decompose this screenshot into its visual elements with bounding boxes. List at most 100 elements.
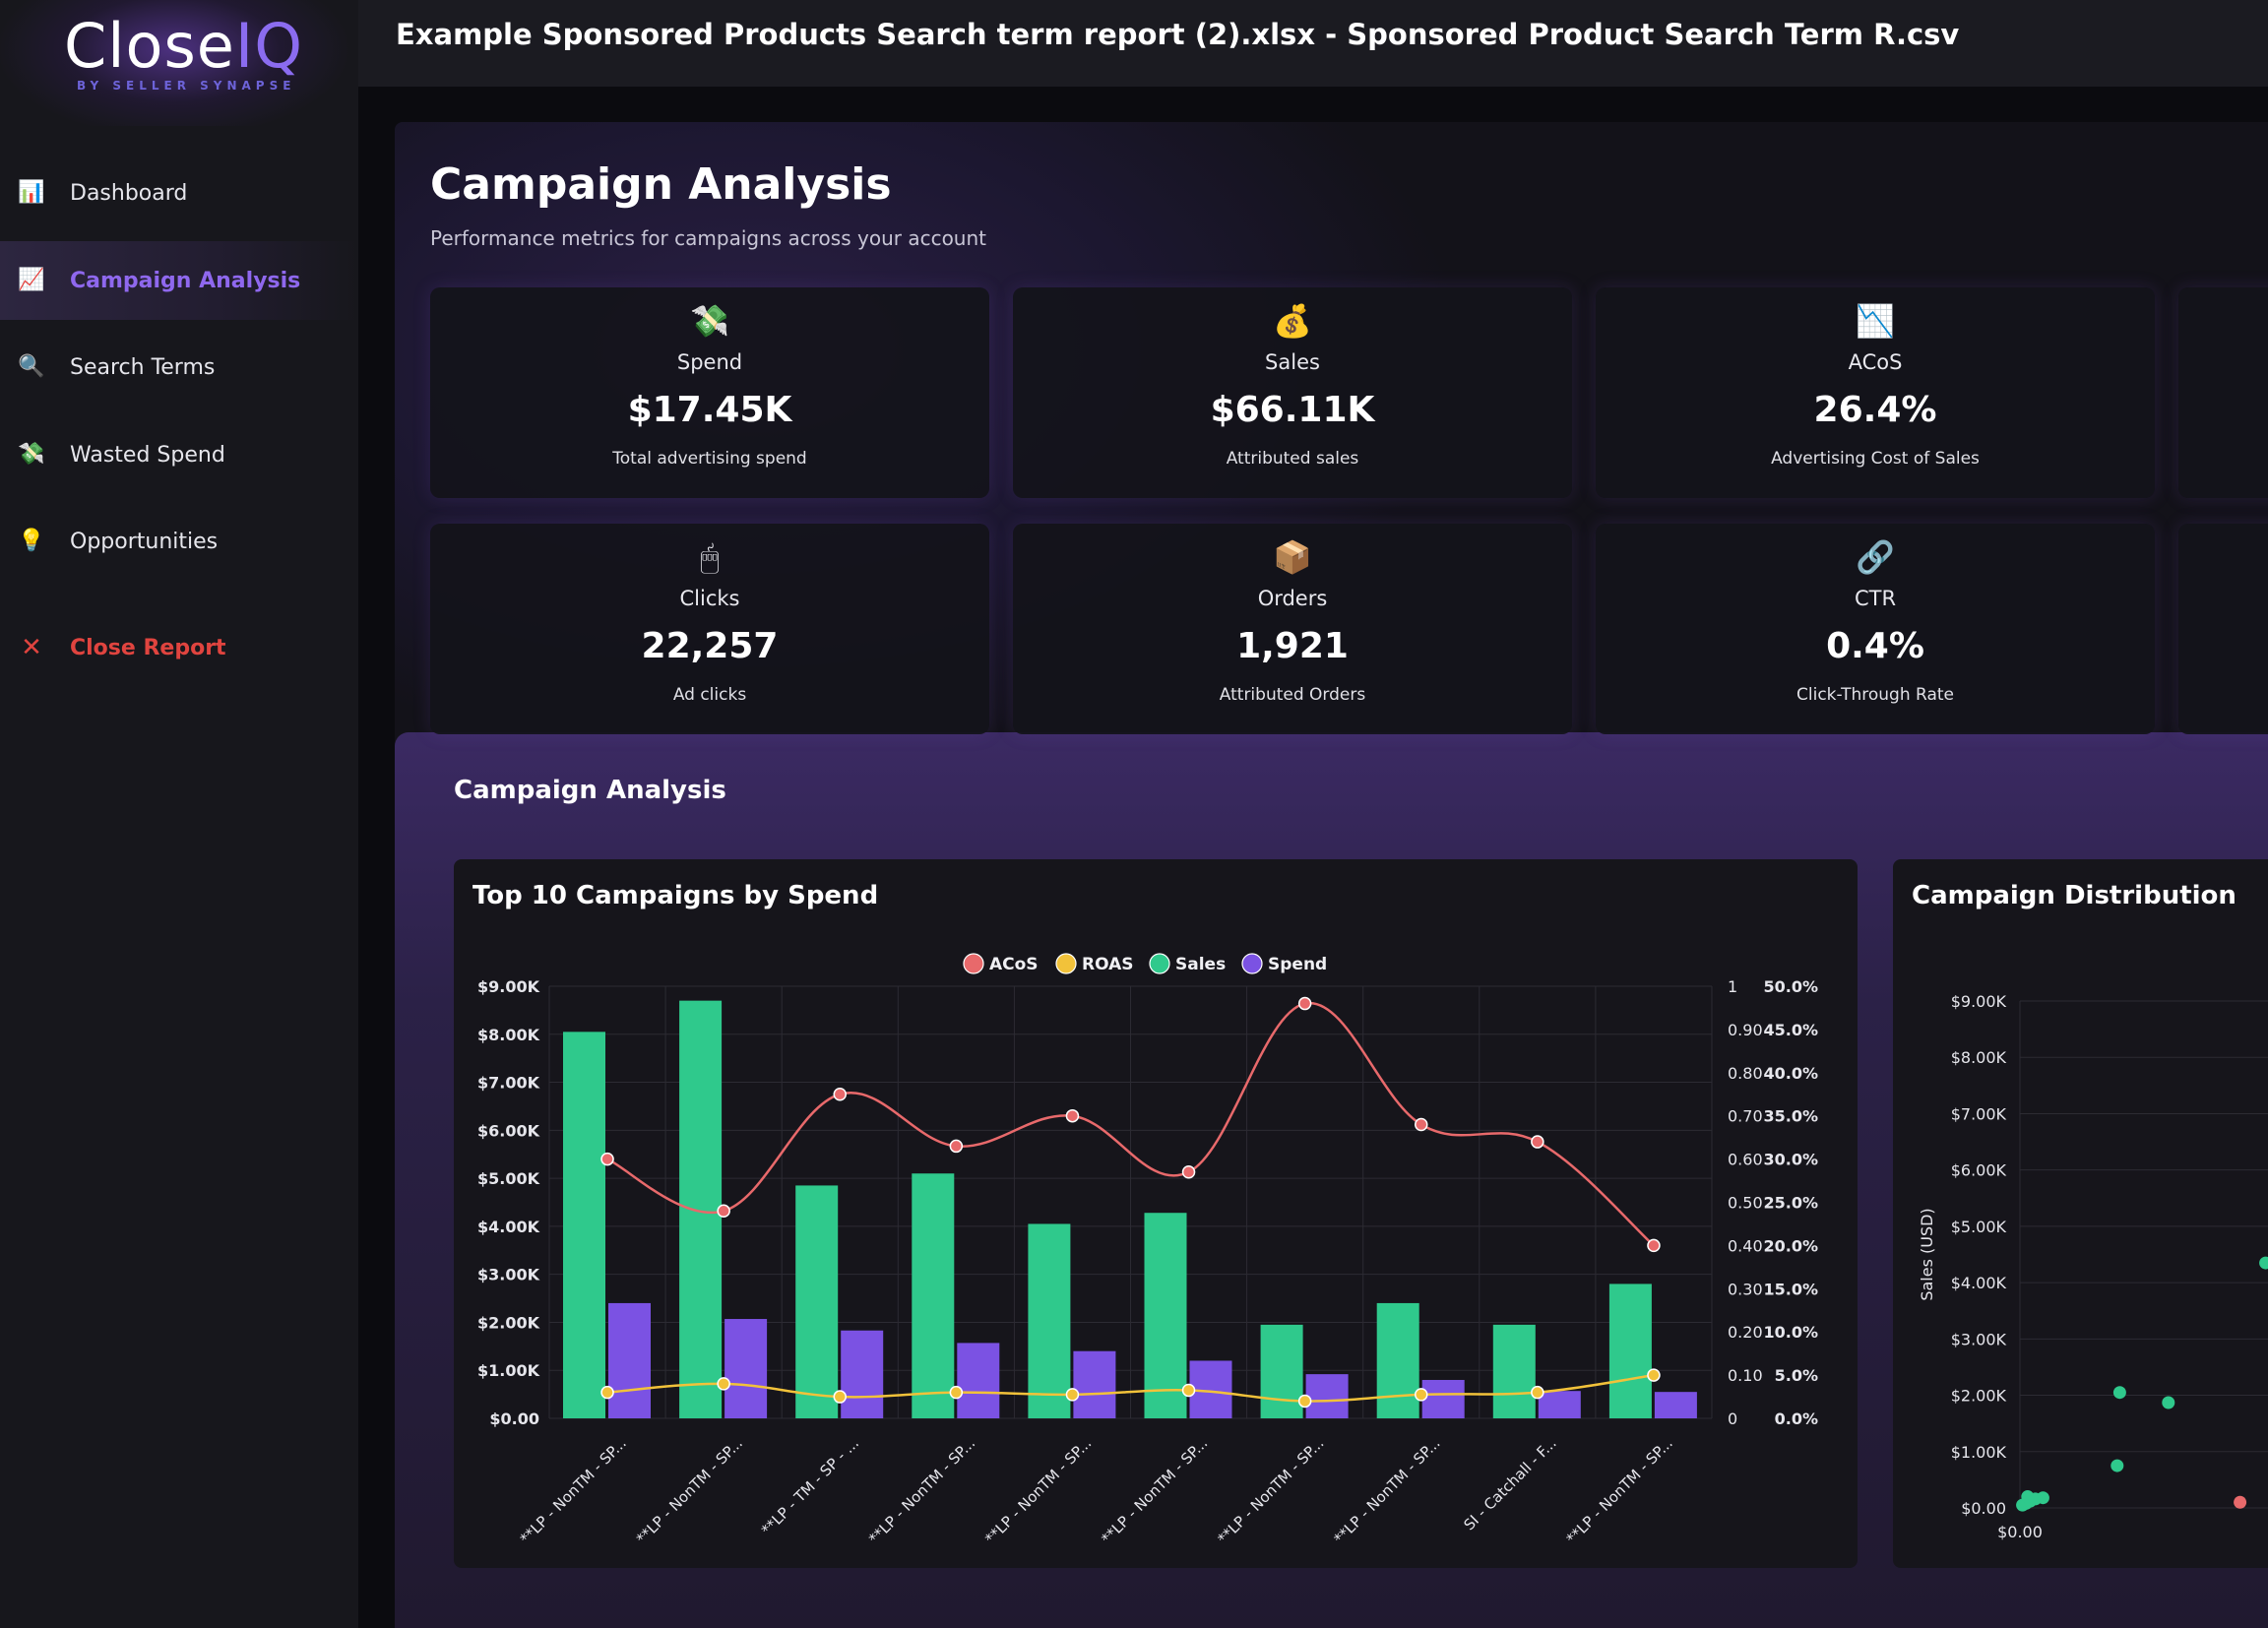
logo-tagline: BY SELLER SYNAPSE — [77, 79, 296, 93]
y2-axis-tick-label: 1 — [1728, 977, 1737, 996]
top-bar: Example Sponsored Products Search term r… — [358, 0, 2268, 87]
sales-bar — [1028, 1223, 1071, 1418]
sales-bar — [795, 1185, 839, 1418]
chart-decreasing-icon: 📉 — [1856, 302, 1895, 340]
chart-title: Top 10 Campaigns by Spend — [472, 881, 879, 910]
y2-axis-tick-label: 0.20 — [1728, 1323, 1763, 1342]
x-axis-tick-label: **LP - NonTM - SP... — [1563, 1434, 1676, 1547]
kpi-value: 0.4% — [1826, 626, 1924, 666]
sidebar-item-opportunities[interactable]: 💡 Opportunities — [0, 502, 358, 581]
y3-axis-tick-label: 25.0% — [1763, 1194, 1818, 1213]
legend-label: ROAS — [1082, 955, 1134, 974]
x-axis-tick-label: **LP - NonTM - SP... — [1330, 1434, 1443, 1547]
sidebar-item-dashboard[interactable]: 📊 Dashboard — [0, 154, 358, 232]
kpi-value: $17.45K — [627, 390, 792, 430]
kpi-card-clicks: 🖱 Clicks 22,257 Ad clicks — [430, 524, 989, 734]
legend-label: Sales — [1175, 955, 1226, 974]
y-axis-tick-label: $6.00K — [477, 1121, 540, 1140]
roas-point — [833, 1390, 847, 1404]
sidebar-item-label: Search Terms — [70, 354, 216, 380]
x-axis-tick-label: **LP - NonTM - SP... — [633, 1434, 746, 1547]
money-wings-icon: 💸 — [18, 442, 45, 467]
y3-axis-tick-label: 15.0% — [1763, 1280, 1818, 1298]
roas-point — [949, 1385, 964, 1400]
kpi-label: Sales — [1265, 350, 1320, 374]
kpi-card-ctr: 🔗 CTR 0.4% Click-Through Rate — [1596, 524, 2155, 734]
sidebar-item-campaign-analysis[interactable]: 📈 Campaign Analysis — [0, 241, 358, 320]
acos-point — [949, 1139, 964, 1154]
sidebar-item-search-terms[interactable]: 🔍 Search Terms — [0, 328, 358, 407]
acos-point — [600, 1152, 614, 1166]
y-axis-tick-label: $7.00K — [477, 1074, 540, 1093]
y-axis-tick-label: $9.00K — [1951, 992, 2007, 1011]
kpi-label: Orders — [1257, 587, 1328, 610]
sidebar-item-wasted-spend[interactable]: 💸 Wasted Spend — [0, 415, 358, 494]
kpi-card-partial — [2178, 287, 2268, 498]
roas-point — [1647, 1368, 1661, 1382]
y2-axis-tick-label: 0.60 — [1728, 1151, 1763, 1169]
x-axis-tick-label: **LP - NonTM - SP... — [865, 1434, 978, 1547]
y3-axis-tick-label: 50.0% — [1763, 977, 1818, 996]
kpi-description: Attributed sales — [1226, 449, 1359, 469]
y3-axis-tick-label: 40.0% — [1763, 1064, 1818, 1083]
kpi-label: Clicks — [679, 587, 740, 610]
sales-bar — [679, 1000, 723, 1418]
top-campaigns-chart: $0.00 $1.00K $2.00K $3.00K $4.00K $5.00K $6.00… — [477, 953, 1818, 1547]
y2-axis-tick-label: 0 — [1728, 1409, 1737, 1428]
kpi-card-sales: 💰 Sales $66.11K Attributed sales — [1013, 287, 1572, 498]
spend-bar — [1421, 1379, 1465, 1418]
x-axis-tick-label: SI - Catchall - F... — [1460, 1434, 1559, 1534]
y3-axis-tick-label: 45.0% — [1763, 1021, 1818, 1039]
close-report-button[interactable]: ✕ Close Report — [0, 608, 358, 687]
spend-bar — [608, 1302, 651, 1418]
spend-bar — [957, 1343, 1000, 1418]
y-axis-tick-label: $9.00K — [477, 977, 540, 996]
kpi-description: Advertising Cost of Sales — [1771, 449, 1980, 469]
roas-point — [1181, 1383, 1196, 1398]
sidebar-item-label: Wasted Spend — [70, 442, 225, 468]
sales-bar — [1492, 1324, 1536, 1418]
y2-axis-tick-label: 0.10 — [1728, 1366, 1763, 1385]
kpi-label: Spend — [676, 350, 743, 374]
acos-line — [606, 1002, 1655, 1247]
x-axis-tick-label: **LP - TM - SP - ... — [758, 1434, 862, 1538]
logo[interactable]: CloseIQ — [64, 10, 303, 82]
close-report-label: Close Report — [70, 635, 226, 660]
y2-axis-tick-label: 0.50 — [1728, 1194, 1763, 1213]
money-bag-icon: 💰 — [1273, 302, 1312, 340]
page-title: Campaign Analysis — [430, 159, 892, 210]
chart-title: Campaign Distribution — [1912, 881, 2236, 910]
kpi-value: 26.4% — [1813, 390, 1937, 430]
acos-point — [1531, 1135, 1544, 1149]
y-axis-tick-label: $1.00K — [1951, 1443, 2007, 1462]
scatter-point — [2112, 1386, 2126, 1400]
kpi-description: Ad clicks — [672, 685, 747, 705]
spend-bar — [1305, 1374, 1349, 1418]
x-axis-tick-label: **LP - NonTM - SP... — [517, 1434, 630, 1547]
legend-label: Spend — [1268, 955, 1327, 974]
package-icon: 📦 — [1273, 538, 1312, 576]
roas-point — [1297, 1394, 1312, 1409]
acos-point — [1415, 1117, 1428, 1132]
acos-point — [1647, 1238, 1661, 1253]
file-title: Example Sponsored Products Search term r… — [396, 18, 1960, 51]
sales-bar — [1144, 1213, 1187, 1418]
y-axis-tick-label: $0.00 — [489, 1409, 539, 1428]
y-axis-tick-label: $2.00K — [1951, 1387, 2007, 1406]
sidebar-item-label: Campaign Analysis — [70, 268, 301, 293]
y3-axis-tick-label: 20.0% — [1763, 1236, 1818, 1255]
kpi-card-orders: 📦 Orders 1,921 Attributed Orders — [1013, 524, 1572, 734]
kpi-description: Attributed Orders — [1219, 685, 1366, 705]
x-axis-tick-label: **LP - NonTM - SP... — [1214, 1434, 1327, 1547]
sales-bar — [563, 1032, 605, 1418]
sales-bar — [1608, 1284, 1652, 1418]
bar-chart-icon: 📊 — [18, 180, 45, 205]
sales-bar — [912, 1173, 955, 1418]
acos-point — [1065, 1108, 1080, 1123]
logo-area: CloseIQ BY SELLER SYNAPSE — [0, 0, 358, 126]
y3-axis-tick-label: 35.0% — [1763, 1107, 1818, 1126]
scatter-point — [2110, 1459, 2124, 1472]
close-icon: ✕ — [21, 633, 42, 662]
kpi-value: 22,257 — [641, 626, 779, 666]
link-icon: 🔗 — [1856, 538, 1895, 576]
